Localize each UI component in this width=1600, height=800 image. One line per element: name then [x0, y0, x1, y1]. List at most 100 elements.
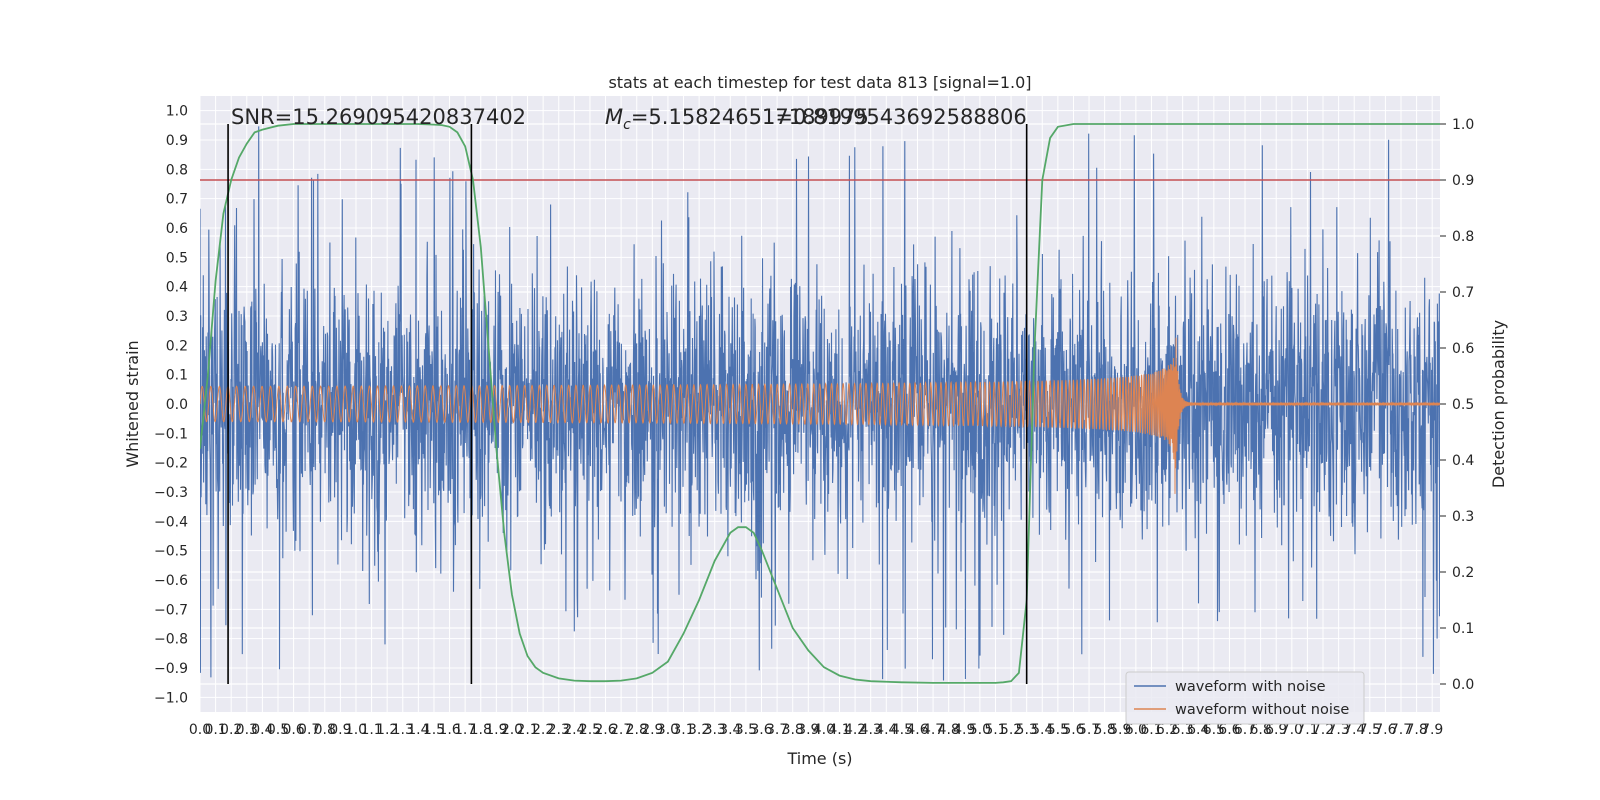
- vertical-markers: [227, 124, 1028, 684]
- x-tick-label: 3.9: [797, 722, 819, 738]
- x-tick-label: 5.9: [1109, 722, 1131, 738]
- x-tick-label: 2.7: [610, 722, 632, 738]
- x-tick-label: 7.3: [1327, 722, 1349, 738]
- left-y-tick-label: −1.0: [154, 690, 188, 706]
- x-tick-label: 7.4: [1343, 722, 1365, 738]
- x-tick-label: 4.1: [828, 722, 850, 738]
- x-tick-label: 3.0: [657, 722, 679, 738]
- x-tick-label: 1.4: [407, 722, 429, 738]
- right-y-tick-label: 0.0: [1452, 677, 1474, 693]
- x-tick-label: 2.9: [641, 722, 663, 738]
- x-tick-label: 6.3: [1172, 722, 1194, 738]
- x-tick-label: 7.2: [1312, 722, 1334, 738]
- x-tick-label: 7.9: [1421, 722, 1443, 738]
- x-tick-label: 5.0: [969, 722, 991, 738]
- left-y-axis-ticks: 1.0 0.9 0.8 0.7 0.6 0.5 0.4 0.3 0.2 0.1 0.0 −0.1 −0.…: [154, 104, 188, 707]
- x-tick-label: 1.2: [376, 722, 398, 738]
- x-tick-label: 2.2: [532, 722, 554, 738]
- x-tick-label: 0.5: [267, 722, 289, 738]
- right-y-tick-label: 0.4: [1452, 453, 1474, 469]
- x-tick-label: 6.7: [1234, 722, 1256, 738]
- right-y-tick-label: 0.9: [1452, 173, 1474, 189]
- x-tick-label: 0.3: [236, 722, 258, 738]
- overlap-annotation: 1=0.8199543692588806: [762, 105, 1027, 129]
- x-tick-label: 4.7: [922, 722, 944, 738]
- x-tick-label: 0.6: [282, 722, 304, 738]
- x-tick-label: 0.4: [251, 722, 273, 738]
- x-tick-label: 3.3: [704, 722, 726, 738]
- x-tick-label: 1.7: [454, 722, 476, 738]
- left-y-tick-label: −0.3: [154, 485, 188, 501]
- x-tick-label: 7.1: [1296, 722, 1318, 738]
- legend-box: [1125, 671, 1365, 725]
- series-waveform-with-noise: [200, 126, 1440, 681]
- x-tick-label: 3.4: [719, 722, 741, 738]
- x-tick-label: 6.2: [1156, 722, 1178, 738]
- right-y-tick-label: 0.6: [1452, 341, 1474, 357]
- x-tick-label: 5.6: [1062, 722, 1084, 738]
- x-tick-label: 5.1: [984, 722, 1006, 738]
- right-y-axis-ticks: 1.0 0.9 0.8 0.7 0.6 0.5 0.4 0.3 0.2 0.1 0.0: [1440, 117, 1474, 693]
- x-tick-label: 0.2: [220, 722, 242, 738]
- left-y-tick-label: −0.2: [154, 456, 188, 472]
- x-tick-label: 4.4: [875, 722, 897, 738]
- left-y-tick-label: 0.4: [166, 280, 188, 296]
- x-tick-label: 3.6: [750, 722, 772, 738]
- x-tick-label: 2.0: [501, 722, 523, 738]
- x-tick-label: 4.5: [891, 722, 913, 738]
- legend-label-waveform-without-noise: waveform without noise: [1175, 702, 1349, 718]
- x-tick-label: 2.4: [563, 722, 585, 738]
- left-y-tick-label: −0.8: [154, 632, 188, 648]
- right-y-tick-label: 0.2: [1452, 565, 1474, 581]
- left-y-tick-label: 0.5: [166, 250, 188, 266]
- x-tick-label: 0.8: [314, 722, 336, 738]
- x-tick-label: 0.0: [189, 722, 211, 738]
- left-y-tick-label: 1.0: [166, 104, 188, 120]
- x-tick-label: 5.7: [1078, 722, 1100, 738]
- left-y-tick-label: −0.5: [154, 544, 188, 560]
- right-y-tick-label: 0.5: [1452, 397, 1474, 413]
- left-y-tick-label: −0.6: [154, 573, 188, 589]
- left-y-tick-label: 0.0: [166, 397, 188, 413]
- x-tick-label: 1.6: [438, 722, 460, 738]
- left-y-tick-label: 0.7: [166, 192, 188, 208]
- x-tick-label: 2.6: [594, 722, 616, 738]
- chart-title: stats at each timestep for test data 813…: [608, 73, 1031, 92]
- x-tick-label: 0.7: [298, 722, 320, 738]
- left-y-tick-label: 0.6: [166, 221, 188, 237]
- x-tick-label: 6.6: [1218, 722, 1240, 738]
- x-tick-label: 2.3: [548, 722, 570, 738]
- x-tick-label: 6.9: [1265, 722, 1287, 738]
- right-y-axis-label: Detection probability: [1489, 320, 1508, 488]
- left-y-tick-label: 0.9: [166, 133, 188, 149]
- legend: waveform with noise waveform without noi…: [1125, 671, 1365, 725]
- right-y-tick-label: 0.8: [1452, 229, 1474, 245]
- x-tick-label: 2.8: [626, 722, 648, 738]
- left-y-tick-label: −0.7: [154, 602, 188, 618]
- x-tick-label: 7.5: [1359, 722, 1381, 738]
- x-tick-label: 7.6: [1374, 722, 1396, 738]
- right-y-tick-label: 0.7: [1452, 285, 1474, 301]
- series-waveform-without-noise: [200, 337, 1440, 494]
- x-tick-label: 1.0: [345, 722, 367, 738]
- x-tick-label: 7.0: [1281, 722, 1303, 738]
- x-axis-ticks: 0.00.10.20.30.40.50.60.70.80.91.01.11.21…: [189, 722, 1443, 738]
- x-tick-label: 1.3: [392, 722, 414, 738]
- x-tick-label: 3.2: [688, 722, 710, 738]
- x-tick-label: 6.5: [1203, 722, 1225, 738]
- snr-annotation: SNR=15.269095420837402: [231, 105, 526, 129]
- x-tick-label: 6.4: [1187, 722, 1209, 738]
- x-tick-label: 5.4: [1031, 722, 1053, 738]
- left-y-tick-label: 0.2: [166, 338, 188, 354]
- x-tick-label: 2.5: [579, 722, 601, 738]
- left-y-tick-label: 0.8: [166, 162, 188, 178]
- chirp-mass-symbol: M: [605, 105, 623, 129]
- x-tick-label: 0.9: [329, 722, 351, 738]
- x-tick-label: 6.1: [1140, 722, 1162, 738]
- x-tick-label: 4.3: [860, 722, 882, 738]
- right-y-tick-label: 1.0: [1452, 117, 1474, 133]
- chirp-mass-subscript: c: [623, 117, 631, 133]
- x-tick-label: 5.5: [1047, 722, 1069, 738]
- right-y-tick-label: 0.1: [1452, 621, 1474, 637]
